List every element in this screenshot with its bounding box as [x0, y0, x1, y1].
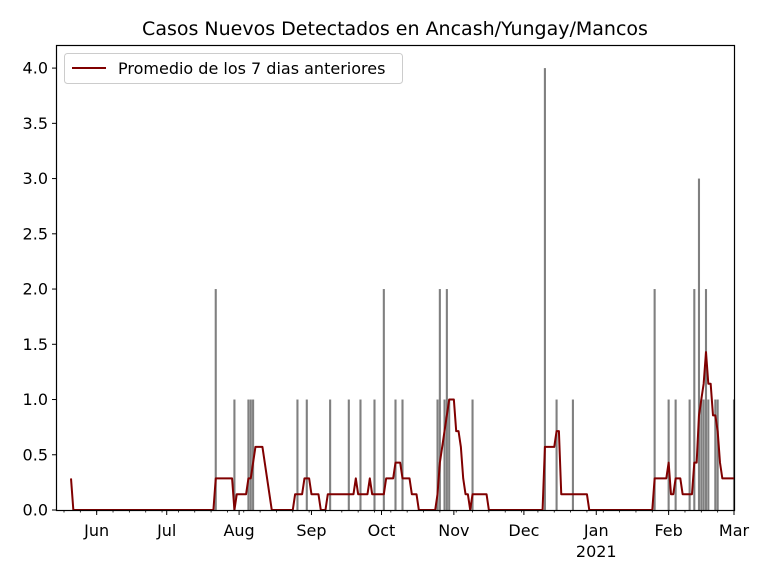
y-tick-label: 3.5 [23, 114, 48, 133]
bar [443, 399, 446, 510]
x-tick-label: Mar [719, 521, 750, 540]
bar [700, 399, 703, 510]
bar [714, 399, 717, 510]
y-tick-label: 1.0 [23, 390, 48, 409]
bar [707, 399, 710, 510]
bar [394, 399, 397, 510]
bar [471, 399, 474, 510]
y-tick-label: 2.0 [23, 280, 48, 299]
bar [653, 289, 656, 510]
bar [373, 399, 376, 510]
y-tick-label: 4.0 [23, 59, 48, 78]
bar [697, 178, 701, 510]
bar [688, 399, 691, 510]
bar [704, 289, 708, 510]
chart-title: Casos Nuevos Detectados en Ancash/Yungay… [142, 18, 648, 40]
bar [296, 399, 299, 510]
bar [702, 399, 705, 510]
bar [436, 399, 439, 510]
legend-box [64, 53, 403, 84]
y-tick-label: 0.0 [23, 501, 48, 520]
bar [329, 399, 332, 510]
bar [214, 289, 217, 510]
bar [359, 399, 362, 510]
bar [305, 399, 308, 510]
x-axis: Jun Jul Aug Sep Oct Nov Dec Jan 2021 Feb Mar [63, 510, 750, 561]
bar [233, 399, 236, 510]
x-tick-label: Sep [296, 521, 326, 540]
bars-layer [214, 68, 736, 510]
bar [347, 399, 350, 510]
line-layer [70, 351, 734, 511]
plot-frame [55, 44, 736, 512]
x-tick-label: Nov [438, 521, 469, 540]
bar [247, 399, 250, 510]
x-tick-label: Dec [508, 521, 539, 540]
bar [693, 289, 696, 510]
x-tick-year-label: 2021 [576, 542, 617, 561]
legend: Promedio de los 7 dias anteriores [64, 53, 403, 84]
x-tick-label: Jan [583, 521, 609, 540]
moving-average-line [70, 351, 734, 511]
x-tick-label: Jun [83, 521, 109, 540]
bar [252, 399, 255, 510]
y-tick-label: 1.5 [23, 335, 48, 354]
bar [571, 399, 574, 510]
bar [382, 289, 385, 510]
bar [555, 399, 558, 510]
bar [445, 289, 448, 510]
y-tick-label: 0.5 [23, 445, 48, 464]
y-tick-label: 2.5 [23, 224, 48, 243]
y-tick-label: 3.0 [23, 169, 48, 188]
bar [716, 399, 719, 510]
bar [249, 399, 252, 510]
x-tick-label: Jul [156, 521, 176, 540]
x-tick-label: Aug [223, 521, 254, 540]
bar [667, 399, 670, 510]
x-tick-label: Oct [368, 521, 396, 540]
x-tick-label: Feb [654, 521, 682, 540]
bar [438, 289, 441, 510]
bar [448, 399, 451, 510]
y-axis: 0.0 0.5 1.0 1.5 2.0 2.5 3.0 3.5 4.0 [23, 59, 57, 520]
legend-label: Promedio de los 7 dias anteriores [118, 59, 385, 78]
bar [401, 399, 404, 510]
bar [674, 399, 677, 510]
bar [543, 68, 546, 510]
